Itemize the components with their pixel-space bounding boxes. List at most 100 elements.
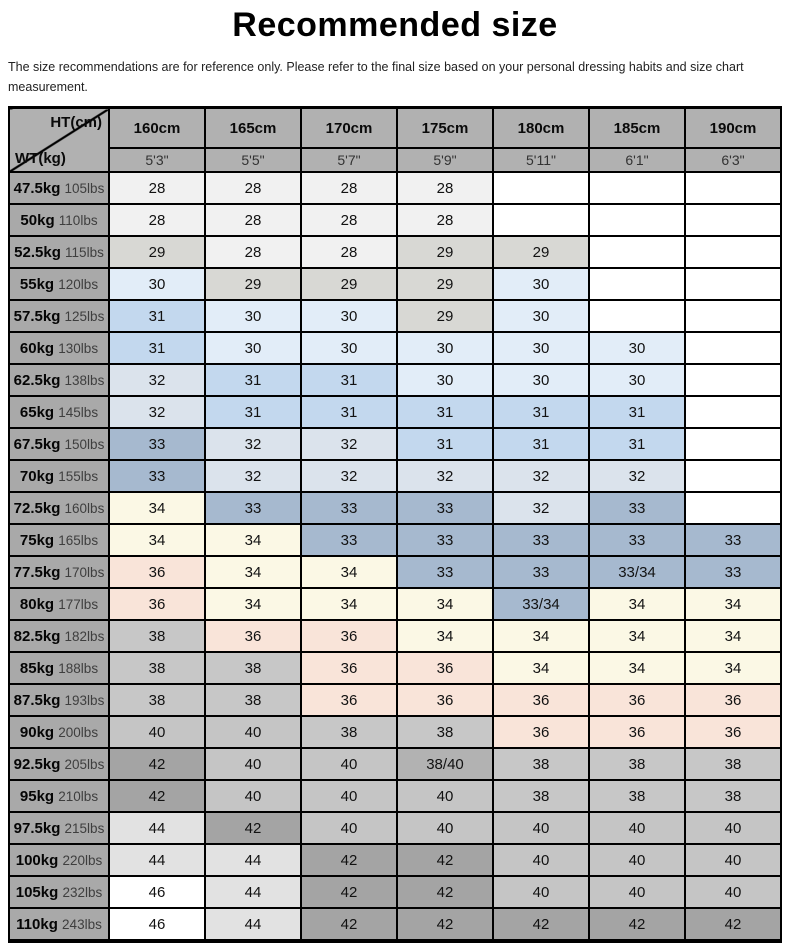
table-row: 60kg 130lbs 31 30 30 30 30 30 bbox=[8, 331, 782, 365]
size-cell: 34 bbox=[396, 587, 494, 621]
size-cell: 40 bbox=[684, 811, 782, 845]
size-cell: 34 bbox=[684, 619, 782, 653]
height-ft-header: 5'7" bbox=[300, 147, 398, 173]
size-cell: 44 bbox=[108, 843, 206, 877]
size-cell: 44 bbox=[108, 811, 206, 845]
size-cell: 38 bbox=[108, 683, 206, 717]
size-cell: 29 bbox=[204, 267, 302, 301]
size-cell: 34 bbox=[300, 587, 398, 621]
weight-row-header: 110kg 243lbs bbox=[8, 907, 110, 942]
size-cell: 30 bbox=[492, 331, 590, 365]
size-cell: 34 bbox=[204, 587, 302, 621]
size-cell: 40 bbox=[492, 875, 590, 909]
size-cell: 34 bbox=[684, 651, 782, 685]
size-cell bbox=[684, 395, 782, 429]
size-cell: 31 bbox=[204, 395, 302, 429]
size-cell: 38 bbox=[492, 779, 590, 813]
size-cell: 31 bbox=[588, 427, 686, 461]
table-row: 105kg 232lbs 46 44 42 42 40 40 40 bbox=[8, 875, 782, 909]
size-cell bbox=[588, 203, 686, 237]
size-cell: 36 bbox=[588, 715, 686, 749]
table-row: 57.5kg 125lbs 31 30 30 29 30 bbox=[8, 299, 782, 333]
size-cell: 29 bbox=[396, 235, 494, 269]
size-cell: 33 bbox=[396, 491, 494, 525]
height-cm-header: 175cm bbox=[396, 106, 494, 150]
size-cell: 31 bbox=[492, 395, 590, 429]
size-cell: 40 bbox=[300, 779, 398, 813]
size-cell: 40 bbox=[204, 715, 302, 749]
weight-row-header: 85kg 188lbs bbox=[8, 651, 110, 685]
size-cell: 36 bbox=[492, 683, 590, 717]
weight-row-header: 90kg 200lbs bbox=[8, 715, 110, 749]
size-cell: 31 bbox=[588, 395, 686, 429]
size-cell: 36 bbox=[108, 587, 206, 621]
table-row: 97.5kg 215lbs 44 42 40 40 40 40 40 bbox=[8, 811, 782, 845]
size-cell bbox=[588, 267, 686, 301]
weight-row-header: 55kg 120lbs bbox=[8, 267, 110, 301]
size-cell: 28 bbox=[300, 171, 398, 205]
height-ft-header: 6'3" bbox=[684, 147, 782, 173]
height-cm-header: 165cm bbox=[204, 106, 302, 150]
table-row: 72.5kg 160lbs 34 33 33 33 32 33 bbox=[8, 491, 782, 525]
size-cell: 33 bbox=[300, 523, 398, 557]
size-cell: 32 bbox=[396, 459, 494, 493]
size-cell: 42 bbox=[684, 907, 782, 942]
height-cm-header: 170cm bbox=[300, 106, 398, 150]
height-ft-header: 5'9" bbox=[396, 147, 494, 173]
size-cell: 40 bbox=[204, 747, 302, 781]
size-cell: 42 bbox=[300, 907, 398, 942]
weight-row-header: 67.5kg 150lbs bbox=[8, 427, 110, 461]
size-cell: 34 bbox=[492, 619, 590, 653]
size-cell: 40 bbox=[684, 875, 782, 909]
size-cell bbox=[684, 299, 782, 333]
weight-row-header: 65kg 145lbs bbox=[8, 395, 110, 429]
size-cell: 38 bbox=[300, 715, 398, 749]
size-cell bbox=[684, 459, 782, 493]
size-cell bbox=[684, 267, 782, 301]
height-ft-header-row: 5'3" 5'5" 5'7" 5'9" 5'11" 6'1" 6'3" bbox=[9, 147, 782, 173]
size-cell: 31 bbox=[300, 395, 398, 429]
size-cell: 33 bbox=[108, 459, 206, 493]
size-cell: 30 bbox=[492, 299, 590, 333]
size-cell: 29 bbox=[108, 235, 206, 269]
size-cell: 30 bbox=[204, 299, 302, 333]
size-cell: 32 bbox=[588, 459, 686, 493]
size-recommendation-table: HT(cm) WT(kg) 160cm 165cm 170cm 175cm 180cm 1… bbox=[8, 106, 782, 943]
table-row: 55kg 120lbs 30 29 29 29 30 bbox=[8, 267, 782, 301]
size-cell: 28 bbox=[396, 203, 494, 237]
size-cell: 31 bbox=[396, 427, 494, 461]
size-cell bbox=[684, 331, 782, 365]
weight-row-header: 57.5kg 125lbs bbox=[8, 299, 110, 333]
size-cell: 46 bbox=[108, 907, 206, 942]
weight-row-header: 52.5kg 115lbs bbox=[8, 235, 110, 269]
size-cell: 33 bbox=[588, 491, 686, 525]
size-cell: 38 bbox=[108, 651, 206, 685]
size-cell: 33 bbox=[684, 555, 782, 589]
size-cell: 32 bbox=[300, 459, 398, 493]
size-cell: 36 bbox=[204, 619, 302, 653]
size-cell bbox=[492, 203, 590, 237]
size-cell: 34 bbox=[108, 491, 206, 525]
size-cell: 38 bbox=[588, 747, 686, 781]
table-row: 100kg 220lbs 44 44 42 42 40 40 40 bbox=[8, 843, 782, 877]
size-cell: 33 bbox=[684, 523, 782, 557]
size-cell: 36 bbox=[396, 651, 494, 685]
size-cell: 34 bbox=[588, 619, 686, 653]
size-cell: 30 bbox=[300, 331, 398, 365]
size-cell: 31 bbox=[108, 331, 206, 365]
size-cell: 44 bbox=[204, 907, 302, 942]
size-cell bbox=[684, 203, 782, 237]
size-cell: 42 bbox=[108, 747, 206, 781]
size-cell: 40 bbox=[396, 811, 494, 845]
size-cell: 32 bbox=[492, 459, 590, 493]
table-row: 70kg 155lbs 33 32 32 32 32 32 bbox=[8, 459, 782, 493]
size-cell: 36 bbox=[492, 715, 590, 749]
height-cm-header: 185cm bbox=[588, 106, 686, 150]
size-cell: 40 bbox=[588, 875, 686, 909]
size-cell: 34 bbox=[684, 587, 782, 621]
height-ft-header: 5'11" bbox=[492, 147, 590, 173]
size-cell: 29 bbox=[396, 299, 494, 333]
table-row: 80kg 177lbs 36 34 34 34 33/34 34 34 bbox=[8, 587, 782, 621]
size-cell: 38 bbox=[204, 651, 302, 685]
weight-row-header: 80kg 177lbs bbox=[8, 587, 110, 621]
